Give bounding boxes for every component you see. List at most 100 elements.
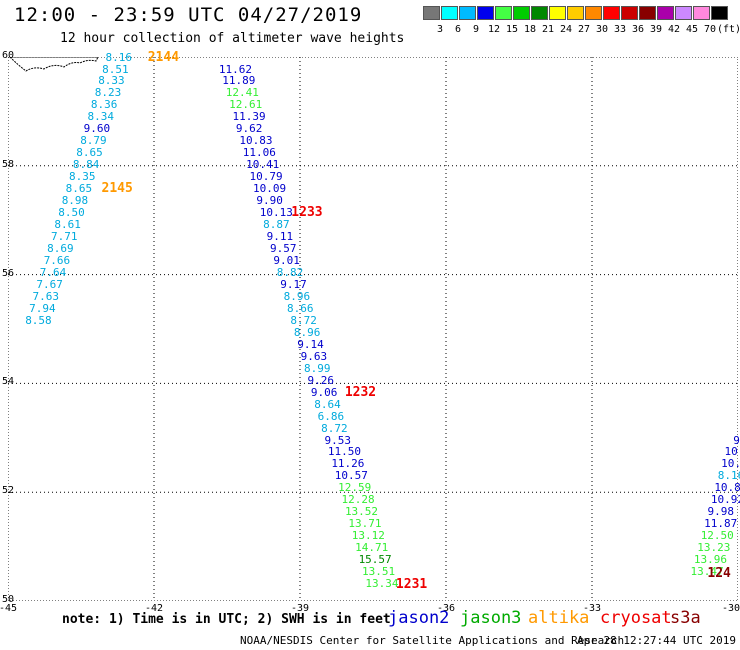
lat-lon-grid <box>8 57 738 601</box>
wave-height-value: 8.33 <box>98 74 125 88</box>
wave-height-value: 9 <box>733 433 740 447</box>
legend-swatch <box>531 6 548 20</box>
satellite-label-cryosat: cryosat <box>600 608 672 628</box>
wave-height-value: 10.79 <box>249 170 283 184</box>
wave-height-value: 8.23 <box>94 86 122 100</box>
legend-label: 36 <box>631 24 645 35</box>
wave-height-value: 13.96 <box>693 553 727 567</box>
longitude-label: -39 <box>291 603 310 614</box>
longitude-label: -33 <box>583 603 602 614</box>
wave-height-value: 9.90 <box>256 194 283 208</box>
legend-label: 3 <box>436 24 444 35</box>
wave-height-value: 7.94 <box>29 301 56 315</box>
wave-height-value: 9.53 <box>324 433 352 447</box>
wave-height-value: 10.41 <box>246 158 280 172</box>
satellite-label-jason2: jason2 <box>388 608 450 628</box>
satellite-label-altika: altika <box>528 608 590 628</box>
wave-height-value: 8.99 <box>304 361 331 375</box>
wave-height-value: 13.51 <box>361 565 396 579</box>
wave-height-value: 10.92 <box>710 493 740 507</box>
wave-height-value: 10.13 <box>259 206 293 220</box>
legend-label: 12 <box>487 24 501 35</box>
legend-label: 27 <box>577 24 591 35</box>
wave-height-value: 8.66 <box>287 301 314 315</box>
legend-swatch <box>621 6 638 20</box>
wave-height-value: 15.57 <box>358 553 392 567</box>
legend-label: 6 <box>454 24 462 35</box>
wave-height-value: 8.72 <box>290 313 317 327</box>
note-text: note: 1) Time is in UTC; 2) SWH is in fe… <box>62 612 391 627</box>
wave-height-value: 11.89 <box>222 74 256 88</box>
legend-swatch <box>657 6 674 20</box>
legend-swatch <box>495 6 512 20</box>
wave-height-value: 8.98 <box>61 194 89 208</box>
pass-time-label: 1231 <box>395 576 428 592</box>
wave-height-value: 10.4 <box>721 457 740 471</box>
wave-height-value: 8.61 <box>54 218 81 232</box>
map-plot-area <box>8 57 738 601</box>
wave-height-value: 13.52 <box>344 505 379 519</box>
wave-height-value: 9.98 <box>707 505 735 519</box>
wave-height-value: 8.79 <box>80 134 107 148</box>
wave-height-value: 13.12 <box>351 529 385 543</box>
wave-height-value: 9.01 <box>273 254 300 267</box>
wave-height-value: 9.17 <box>280 277 307 291</box>
wave-height-value: 7.66 <box>43 254 71 267</box>
generated-timestamp: Apr 28 12:27:44 UTC 2019 <box>577 634 736 647</box>
wave-height-value: 8.35 <box>69 170 96 184</box>
wave-height-value: 8.84 <box>72 158 100 172</box>
wave-height-value: 7.71 <box>50 230 78 244</box>
legend-label: 9 <box>472 24 480 35</box>
wave-height-value: 8.69 <box>47 242 74 256</box>
legend-swatch <box>459 6 476 20</box>
wave-height-value: 10 <box>724 445 738 459</box>
wave-height-value: 9.60 <box>83 122 111 136</box>
wave-height-value: 8.72 <box>321 421 348 435</box>
wave-height-value: 10.83 <box>239 134 273 148</box>
wave-height-value: 10.57 <box>334 469 368 483</box>
map-subtitle: 12 hour collection of altimeter wave hei… <box>60 31 405 46</box>
legend-label: 15 <box>505 24 519 35</box>
longitude-label: -45 <box>0 603 18 614</box>
wave-height-value: 8.50 <box>58 206 85 220</box>
satellite-label-jason3: jason3 <box>460 608 522 628</box>
legend-label: 45 <box>685 24 699 35</box>
wave-height-value: 8.51 <box>102 62 129 76</box>
legend-swatch <box>585 6 602 20</box>
latitude-label: 50 <box>2 594 15 605</box>
legend-label: 70 <box>703 24 717 35</box>
greenland-coastline <box>9 57 99 72</box>
wave-height-value: 11.50 <box>327 445 362 459</box>
legend-label: 30 <box>595 24 609 35</box>
wave-height-value: 13.71 <box>348 517 382 531</box>
legend-swatch <box>603 6 620 20</box>
wave-height-value: 13.23 <box>697 541 731 555</box>
wave-height-value: 11.06 <box>242 146 276 160</box>
wave-height-value: 8.16 <box>717 469 740 483</box>
wave-height-value: 12.50 <box>700 529 734 543</box>
pass-time-label: 2144 <box>147 50 180 66</box>
wave-height-value: 8.34 <box>87 110 114 124</box>
wave-height-value: 11.39 <box>232 110 266 124</box>
legend-label: 24 <box>559 24 573 35</box>
wave-height-value: 8.96 <box>283 289 311 303</box>
credit-text: NOAA/NESDIS Center for Satellite Applica… <box>240 634 625 647</box>
legend-swatch <box>423 6 440 20</box>
wave-height-value: 9.26 <box>307 373 334 387</box>
longitude-label: -42 <box>145 603 164 614</box>
wave-height-value: 7.63 <box>32 289 60 303</box>
legend-label: 18 <box>523 24 537 35</box>
pass-time-label: 1232 <box>344 384 377 400</box>
legend-label: 42 <box>667 24 681 35</box>
legend-swatch <box>513 6 530 20</box>
wave-height-value: 7.67 <box>36 277 63 291</box>
satellite-label-s3a: s3a <box>670 608 701 628</box>
legend-swatch <box>441 6 458 20</box>
legend-swatch <box>567 6 584 20</box>
wave-height-value: 6.86 <box>317 409 345 423</box>
wave-height-value: 9.57 <box>269 242 297 256</box>
latitude-label: 58 <box>2 158 15 170</box>
wave-height-value: 7.64 <box>39 265 67 279</box>
pass-time-label: 124 <box>707 565 731 581</box>
legend-label: 21 <box>541 24 555 35</box>
